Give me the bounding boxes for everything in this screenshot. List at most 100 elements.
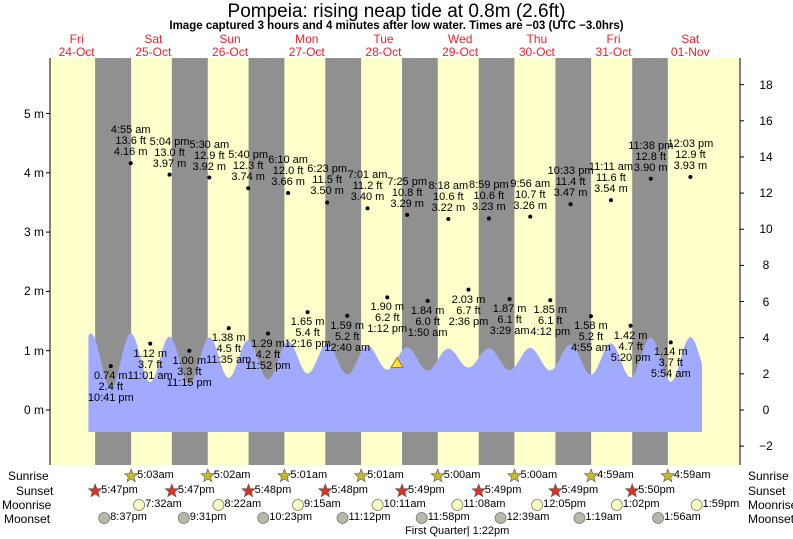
tide-high-point (246, 186, 251, 191)
moonset-icon (98, 512, 111, 524)
tide-label-time: 12:03 pm (667, 137, 714, 150)
sunset-time: 5:49pm (484, 484, 522, 496)
moonrise-time: 11:08am (463, 498, 506, 510)
moonrise-time: 1:02pm (622, 498, 660, 510)
tide-label-m: 3.54 m (594, 183, 628, 196)
tide-label-ft: 4.2 ft (255, 348, 281, 361)
tide-label-ft: 6.1 ft (497, 314, 522, 327)
tide-label-time: 5:30 am (189, 138, 230, 151)
tide-label-time: 11:52 pm (245, 359, 291, 372)
moonrise-time: 10:11am (383, 498, 426, 510)
day-label: Wed 29-Oct (425, 33, 495, 59)
tide-low-point (507, 297, 512, 302)
y-tick-label-ft: 14 (759, 149, 773, 164)
tide-high-point (405, 212, 410, 217)
tide-label-time: 12:40 am (324, 341, 371, 354)
moonrise-icon (531, 499, 544, 511)
tide-label-time: 11:11 am (588, 161, 634, 174)
tide-label-m: 3.50 m (310, 185, 344, 198)
tide-high-point (325, 200, 330, 205)
tide-low-point (548, 298, 553, 303)
tide-label-ft: 12.0 ft (272, 164, 304, 177)
tide-low-point (466, 287, 471, 292)
moonrise-time: 1:59pm (702, 498, 740, 510)
tide-high-point (207, 175, 212, 180)
moonset-time: 11:12pm (348, 511, 391, 523)
moonset-icon (573, 512, 586, 524)
tide-low-point (588, 314, 593, 319)
chart-subtitle: Image captured 3 hours and 4 minutes aft… (169, 20, 624, 32)
tide-label-ft: 13.0 ft (154, 146, 185, 159)
sunrise-time: 5:00am (520, 469, 558, 481)
tide-label-time: 1:50 am (407, 326, 448, 339)
sunset-time: 5:48pm (254, 484, 292, 496)
y-tick-label-ft: 0 (762, 403, 770, 417)
sunrise-time: 4:59am (597, 469, 634, 481)
tide-label-time: 10:33 pm (547, 165, 594, 178)
row-label-sunrise-right: Sunrise (748, 469, 789, 483)
day-name: Fri (69, 32, 84, 46)
tide-label-m: 1.59 m (330, 319, 365, 332)
tide-high-point (286, 190, 291, 195)
tide-high-point (568, 202, 573, 207)
moonrise-time: 9:15am (303, 498, 341, 510)
day-name: Sat (144, 32, 163, 46)
moon-phase: First Quarter| 1:22pm (405, 525, 510, 537)
day-label: Mon 27-Oct (272, 33, 342, 59)
tide-label-m: 3.26 m (513, 199, 548, 212)
tide-label-ft: 11.2 ft (352, 180, 383, 193)
moonrise-time: 7:32am (145, 498, 182, 510)
sunrise-time: 5:02am (213, 469, 251, 481)
day-date: 27-Oct (288, 45, 325, 59)
moonrise-icon (292, 499, 304, 511)
y-tick-label-m: 4 m (23, 165, 44, 180)
moonrise-icon (690, 499, 703, 511)
moonrise-icon (610, 499, 623, 511)
y-tick-label-m: 1 m (23, 343, 44, 358)
y-tick-label-ft: 18 (759, 77, 773, 92)
moonset-icon (494, 512, 507, 524)
tide-label-ft: 11.5 ft (312, 174, 343, 187)
tide-label-ft: 11.6 ft (596, 172, 626, 185)
row-label-moonset: Moonset (4, 512, 51, 526)
sunset-icon (241, 483, 257, 498)
tide-label-m: 3.40 m (350, 191, 385, 204)
y-tick-label-ft: 10 (759, 222, 773, 237)
sunrise-time: 5:00am (443, 469, 481, 481)
y-tick-label-ft: 16 (759, 113, 773, 128)
tide-label-ft: 11.4 ft (555, 176, 586, 189)
tide-low-point (385, 295, 390, 300)
day-name: Thu (526, 32, 548, 46)
tide-label-ft: 4.7 ft (618, 340, 643, 353)
tide-low-point (345, 313, 350, 318)
y-tick-label-m: 0 m (23, 403, 44, 417)
sunrise-time: 5:03am (137, 469, 174, 481)
day-date: 25-Oct (135, 45, 172, 59)
day-label: Fri 24-Oct (42, 33, 112, 59)
y-tick-label-ft: 12 (759, 186, 773, 201)
day-label: Tue 28-Oct (348, 33, 418, 59)
sunset-time: 5:48pm (331, 484, 368, 496)
tide-low-point (226, 326, 231, 331)
moonrise-icon (212, 499, 225, 511)
tide-label-m: 3.92 m (192, 160, 227, 173)
day-date: 29-Oct (442, 45, 479, 59)
moonrise-time: 8:22am (224, 498, 262, 510)
tide-label-m: 1.00 m (172, 354, 207, 367)
tide-label-time: 2:36 pm (448, 315, 489, 328)
tide-label-time: 6:23 pm (307, 163, 348, 176)
tide-label-m: 3.22 m (431, 202, 466, 215)
tide-label-m: 1.14 m (653, 346, 688, 359)
tide-label-ft: 12.3 ft (232, 160, 264, 173)
tide-label-time: 6:10 am (268, 153, 308, 166)
day-name: Fri (606, 32, 621, 46)
moonset-icon (415, 512, 428, 524)
tide-label-m: 1.58 m (574, 320, 608, 333)
tide-label-m: 1.84 m (410, 304, 445, 317)
moonset-time: 8:37pm (110, 511, 147, 523)
tide-label-time: 5:54 am (650, 368, 691, 381)
tide-label-m: 2.03 m (451, 293, 486, 306)
day-name: Sat (681, 32, 700, 46)
tide-label-ft: 3.7 ft (137, 358, 163, 371)
sunset-icon (87, 483, 103, 498)
